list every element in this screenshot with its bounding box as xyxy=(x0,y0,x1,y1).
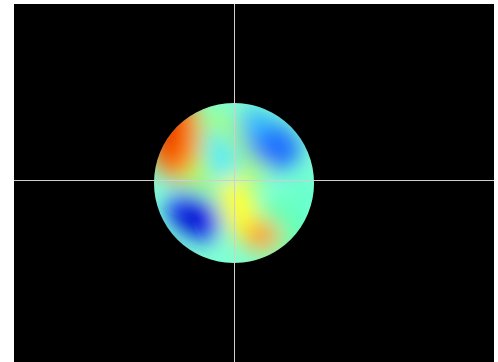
image-viewport[interactable] xyxy=(14,4,494,362)
wavefront-display xyxy=(14,4,494,362)
pupil-disc xyxy=(154,103,314,263)
